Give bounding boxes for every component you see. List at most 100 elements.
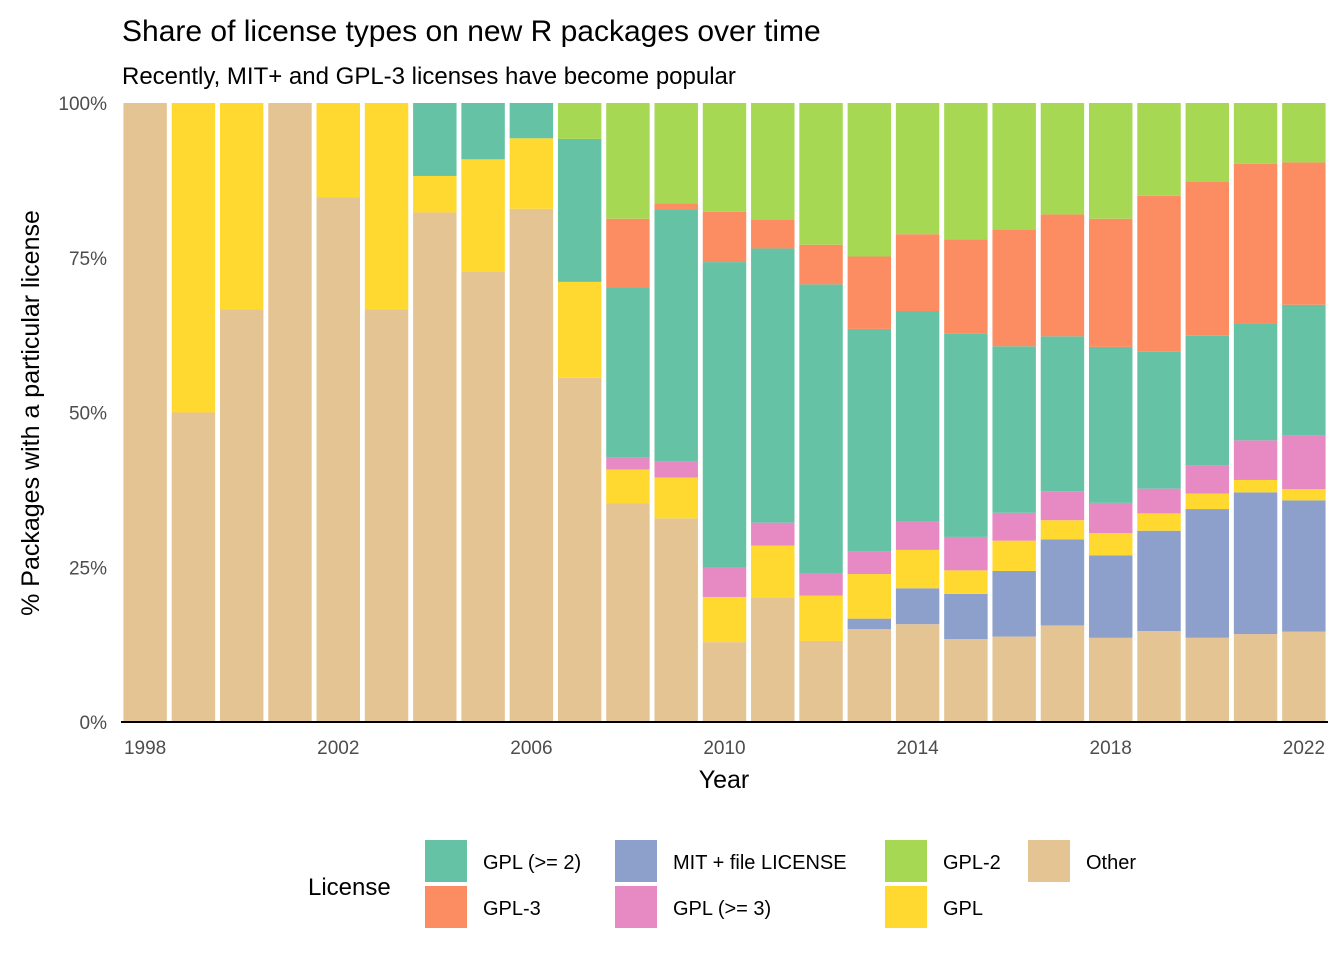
bar-segment-2015-gpl-3 (944, 536, 988, 571)
bar-segment-2014-gpl-2 (895, 103, 940, 235)
legend-item-gpl-2: GPL-2 (885, 840, 1001, 882)
bar-segment-2012-gpl-2 (799, 103, 843, 245)
x-tick-label-1998: 1998 (124, 738, 166, 759)
y-tick-label-50: 50% (69, 404, 107, 425)
bar-segment-2009-gpl-3 (654, 203, 698, 210)
y-tick-label-75: 75% (69, 249, 107, 270)
x-axis-ticks: 1998 2002 2006 2010 2014 2018 2022 (124, 738, 1325, 759)
legend-label-gpl-2: GPL-2 (943, 852, 1001, 874)
bar-segment-2009-gpl-3 (654, 461, 698, 478)
legend-swatch-other (1028, 840, 1070, 882)
bar-segment-2013-gpl (847, 574, 892, 619)
bar-segment-2013-gpl-2 (847, 103, 892, 257)
bar-segment-2001-other (268, 103, 312, 722)
bar-segment-2016-gpl (992, 540, 1036, 571)
x-tick-label-2006: 2006 (510, 738, 552, 759)
bar-segment-2021-gpl (1233, 479, 1278, 493)
bar-segment-2016-mit-file-license (992, 570, 1036, 637)
bar-segment-2010-gpl-2 (702, 262, 747, 568)
bar-segment-2022-other (1282, 631, 1326, 722)
bar-segment-2008-gpl-3 (606, 457, 650, 470)
y-axis-title: % Packages with a particular license (17, 210, 45, 616)
legend-swatch-gpl (885, 886, 927, 928)
bar-segment-2015-gpl-3 (944, 239, 988, 334)
bar-segment-2012-gpl (799, 595, 843, 641)
bar-segment-2019-gpl (1137, 513, 1181, 531)
bar-segment-2020-gpl-3 (1185, 465, 1230, 494)
bar-segment-2018-other (1089, 637, 1133, 722)
bar-segment-2011-other (751, 597, 795, 722)
bar-segment-2016-gpl-2 (992, 346, 1036, 513)
bar-segment-2019-gpl-3 (1137, 195, 1181, 352)
legend-swatch-gpl-3 (425, 886, 467, 928)
bar-segment-2022-gpl-3 (1282, 162, 1326, 305)
bar-segment-2006-other (509, 208, 554, 723)
bar-segment-2008-gpl-2 (606, 287, 650, 458)
bar-segment-2016-gpl-3 (992, 512, 1036, 541)
bar-segment-2020-mit-file-license (1185, 509, 1230, 638)
bar-segment-2012-gpl-2 (799, 284, 843, 574)
bar-segment-2012-other (799, 640, 843, 722)
bar-segment-2018-gpl-2 (1089, 103, 1133, 219)
bar-segment-2004-gpl (413, 175, 457, 213)
bar-segment-2010-gpl-3 (702, 211, 747, 263)
bar-segment-2007-gpl-2 (557, 138, 602, 282)
bar-segment-2007-gpl (557, 281, 602, 378)
bar-segment-2022-gpl-2 (1282, 304, 1326, 436)
bar-segment-2022-gpl-2 (1282, 103, 1326, 163)
bar-segment-2004-other (413, 212, 457, 722)
bar-segment-2002-other (316, 197, 360, 723)
x-tick-label-2014: 2014 (896, 738, 939, 759)
y-tick-label-25: 25% (69, 558, 107, 579)
bar-segment-2022-mit-file-license (1282, 500, 1326, 632)
bar-segment-2013-gpl-3 (847, 551, 892, 575)
bar-segment-2011-gpl (751, 545, 795, 598)
bar-segment-2019-gpl-2 (1137, 103, 1181, 196)
bar-segment-2018-gpl-3 (1089, 218, 1133, 347)
bar-segment-2021-gpl-3 (1233, 440, 1278, 480)
legend-item-gpl-3: GPL-3 (425, 886, 541, 928)
bar-segment-2004-gpl-2 (413, 103, 457, 176)
legend-label-gpl-2: GPL (>= 2) (483, 852, 581, 874)
bar-segment-2019-gpl-2 (1137, 351, 1181, 489)
bar-segment-2014-gpl-2 (895, 310, 940, 522)
legend-item-gpl-3: GPL (>= 3) (615, 886, 771, 928)
y-tick-label-0: 0% (80, 713, 108, 734)
bar-segment-2010-gpl-2 (702, 103, 747, 212)
bar-segment-2018-gpl (1089, 533, 1133, 556)
bar-segment-2015-gpl-2 (944, 333, 988, 537)
legend-title: License (308, 874, 391, 901)
bar-segment-2013-mit-file-license (847, 618, 892, 630)
bar-segment-2013-gpl-3 (847, 256, 892, 329)
bar-segment-2020-other (1185, 637, 1230, 722)
bar-segment-2011-gpl-2 (751, 103, 795, 220)
bar-segment-2007-gpl-2 (557, 103, 602, 139)
bar-segment-2000-other (219, 309, 264, 722)
bar-segment-2012-gpl-3 (799, 573, 843, 596)
bar-segment-2016-other (992, 636, 1036, 722)
y-axis-ticks: 0% 25% 50% 75% 100% (58, 94, 107, 734)
bar-segment-2009-other (654, 518, 698, 722)
x-tick-label-2018: 2018 (1090, 738, 1132, 759)
bar-segment-2003-other (364, 309, 409, 722)
bar-segment-2019-other (1137, 631, 1181, 722)
bar-segment-2013-other (847, 629, 892, 722)
bar-segment-2019-gpl-3 (1137, 488, 1181, 514)
legend-item-mit-file-license: MIT + file LICENSE (615, 840, 847, 882)
bar-segment-2019-mit-file-license (1137, 530, 1181, 632)
bar-segment-2014-gpl-3 (895, 521, 940, 550)
bar-segment-2006-gpl (509, 138, 554, 209)
bar-segment-2020-gpl-2 (1185, 335, 1230, 466)
bar-segment-2018-gpl-3 (1089, 502, 1133, 534)
bar-segment-2018-gpl-2 (1089, 346, 1133, 503)
bar-segment-2021-mit-file-license (1233, 492, 1278, 635)
bar-segment-2012-gpl-3 (799, 244, 843, 285)
bar-segment-2005-other (461, 271, 505, 722)
legend-label-gpl-3: GPL (>= 3) (673, 898, 771, 920)
bar-segment-2014-gpl-3 (895, 234, 940, 311)
bar-segment-2016-gpl-3 (992, 229, 1036, 347)
bar-segment-2022-gpl-3 (1282, 435, 1326, 490)
bar-segment-2017-gpl-3 (1040, 491, 1085, 521)
bar-segment-2015-gpl-2 (944, 103, 988, 240)
